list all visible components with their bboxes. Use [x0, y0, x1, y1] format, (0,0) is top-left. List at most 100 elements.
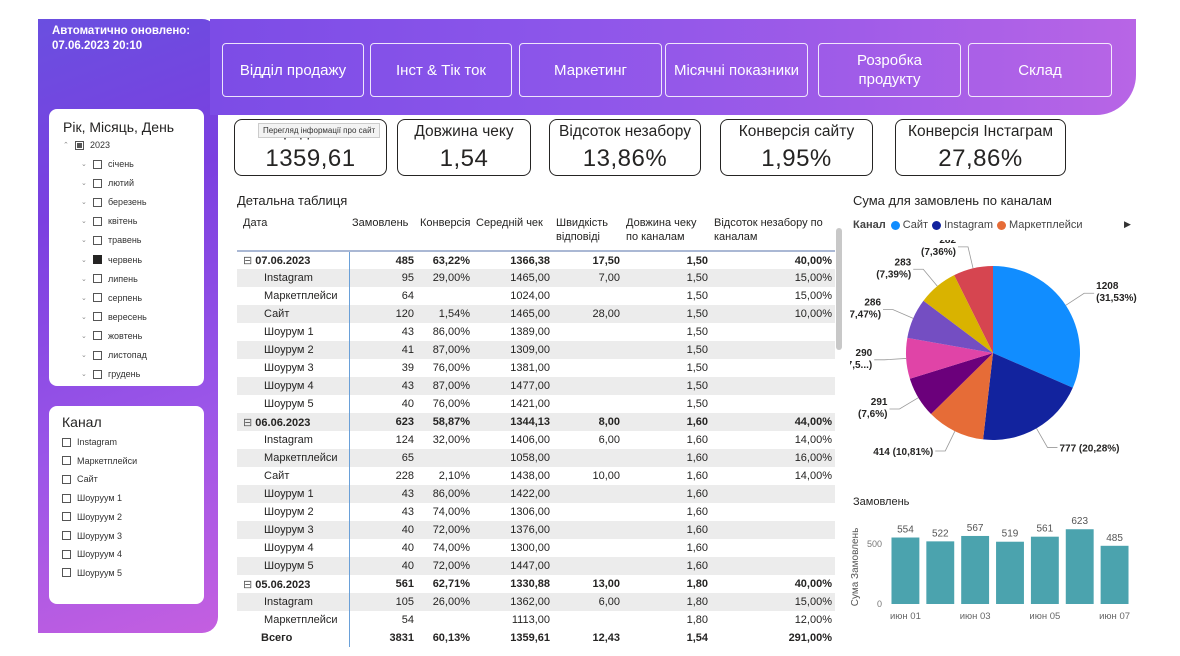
month-item[interactable]: ⌄ грудень	[81, 365, 140, 383]
table-header[interactable]: Замовлень	[349, 213, 417, 252]
month-item[interactable]: ⌄ травень	[81, 231, 141, 249]
table-row[interactable]: Маркетплейси 54 1113,00 1,80 12,00%	[237, 611, 835, 629]
month-checkbox[interactable]	[93, 293, 102, 303]
table-scrollbar[interactable]	[836, 228, 842, 350]
kpi-card[interactable]: Конверсія Інстаграм 27,86%	[895, 119, 1066, 176]
nav-button-2[interactable]: Інст & Тік ток	[370, 43, 512, 97]
month-checkbox[interactable]	[93, 159, 102, 169]
chevron-down-icon[interactable]: ⌄	[81, 352, 87, 359]
table-row[interactable]: Шоурум 4 40 74,00% 1300,00 1,60	[237, 539, 835, 557]
pie-slice[interactable]	[931, 353, 993, 440]
chevron-down-icon[interactable]: ⌄	[81, 199, 87, 207]
month-item[interactable]: ⌄ липень	[81, 270, 138, 288]
pie-slice[interactable]	[954, 266, 993, 353]
nav-button-4[interactable]: Місячні показники	[665, 43, 808, 97]
pie-slice[interactable]	[923, 275, 993, 353]
table-row[interactable]: Шоурум 1 43 86,00% 1389,00 1,50	[237, 323, 835, 341]
chevron-down-icon[interactable]: ⌄	[81, 180, 87, 188]
table-row[interactable]: Шоурум 3 39 76,00% 1381,00 1,50	[237, 359, 835, 377]
collapse-icon[interactable]: ⊟	[243, 578, 256, 591]
collapse-icon[interactable]: ⊟	[243, 255, 256, 267]
pie-slice[interactable]	[907, 300, 993, 353]
channel-item[interactable]: Шоуруум 4	[62, 545, 122, 563]
month-item[interactable]: ⌄ жовтень	[81, 327, 142, 345]
bar[interactable]	[926, 541, 955, 604]
channel-item[interactable]: Instagram	[62, 433, 117, 451]
table-row[interactable]: Шоурум 4 43 87,00% 1477,00 1,50	[237, 377, 835, 395]
table-header[interactable]: Відсоток незабору по каналам	[711, 213, 835, 252]
month-checkbox[interactable]	[93, 216, 102, 226]
channel-checkbox[interactable]	[62, 549, 71, 559]
chevron-down-icon[interactable]: ⌄	[81, 256, 87, 264]
channel-item[interactable]: Шоуруум 1	[62, 489, 122, 507]
month-checkbox[interactable]	[93, 369, 102, 379]
pie-slice[interactable]	[983, 353, 1073, 440]
chevron-down-icon[interactable]: ⌄	[81, 294, 87, 302]
table-group-row[interactable]: ⊟ 06.06.2023 623 58,87% 1344,13 8,00 1,60 44,0…	[237, 413, 835, 431]
pie-slice[interactable]	[909, 353, 993, 415]
month-checkbox[interactable]	[93, 312, 102, 322]
channel-checkbox[interactable]	[62, 568, 71, 578]
year-node[interactable]: ⌃ 2023	[63, 136, 110, 154]
channel-item[interactable]: Маркетплейси	[62, 452, 137, 470]
chevron-down-icon[interactable]: ⌄	[81, 332, 87, 340]
table-row[interactable]: Маркетплейси 64 1024,00 1,50 15,00%	[237, 287, 835, 305]
nav-button-6[interactable]: Склад	[968, 43, 1112, 97]
month-item[interactable]: ⌄ квітень	[81, 212, 137, 230]
table-row[interactable]: Instagram 105 26,00% 1362,00 6,00 1,80 15,00%	[237, 593, 835, 611]
bar[interactable]	[1100, 545, 1129, 604]
table-row[interactable]: Шоурум 3 40 72,00% 1376,00 1,60	[237, 521, 835, 539]
kpi-card[interactable]: Довжина чеку 1,54	[397, 119, 531, 176]
month-checkbox[interactable]	[93, 255, 102, 264]
month-item[interactable]: ⌄ серпень	[81, 289, 142, 307]
month-item[interactable]: ⌄ січень	[81, 155, 134, 173]
channel-checkbox[interactable]	[62, 493, 71, 503]
bar[interactable]	[891, 537, 920, 604]
month-item[interactable]: ⌄ вересень	[81, 308, 147, 326]
pie-slice[interactable]	[906, 337, 993, 379]
channel-item[interactable]: Шоуруум 5	[62, 564, 122, 582]
table-total-row[interactable]: Всего 3831 60,13% 1359,61 12,43 1,54 291,00%	[237, 629, 835, 647]
month-checkbox[interactable]	[93, 350, 102, 360]
chevron-down-icon[interactable]: ⌄	[81, 313, 87, 321]
nav-button-1[interactable]: Відділ продажу	[222, 43, 364, 97]
month-item[interactable]: ⌄ березень	[81, 193, 147, 211]
month-checkbox[interactable]	[93, 235, 102, 245]
bar[interactable]	[996, 541, 1024, 604]
table-row[interactable]: Сайт 228 2,10% 1438,00 10,00 1,60 14,00%	[237, 467, 835, 485]
nav-button-3[interactable]: Маркетинг	[519, 43, 662, 97]
channel-item[interactable]: Сайт	[62, 470, 98, 488]
channel-item[interactable]: Шоуруум 3	[62, 527, 122, 545]
table-row[interactable]: Шоурум 5 40 76,00% 1421,00 1,50	[237, 395, 835, 413]
pie-slice[interactable]	[993, 266, 1080, 388]
table-header[interactable]: Довжина чеку по каналам	[623, 213, 711, 252]
kpi-card[interactable]: Відсоток незабору 13,86%	[549, 119, 701, 176]
month-checkbox[interactable]	[93, 178, 102, 188]
channel-checkbox[interactable]	[62, 437, 71, 447]
nav-button-5[interactable]: Розробка продукту	[818, 43, 961, 97]
table-row[interactable]: Instagram 124 32,00% 1406,00 6,00 1,60 14,00%	[237, 431, 835, 449]
month-checkbox[interactable]	[93, 197, 102, 207]
chevron-down-icon[interactable]: ⌄	[81, 237, 87, 245]
table-header[interactable]: Середній чек	[473, 213, 553, 252]
channel-checkbox[interactable]	[62, 474, 71, 484]
chevron-down-icon[interactable]: ⌄	[81, 275, 87, 283]
channel-checkbox[interactable]	[62, 512, 71, 522]
month-item[interactable]: ⌄ листопад	[81, 346, 147, 364]
table-row[interactable]: Шоурум 2 43 74,00% 1306,00 1,60	[237, 503, 835, 521]
month-item[interactable]: ⌄ червень	[81, 251, 142, 269]
table-row[interactable]: Шоурум 5 40 72,00% 1447,00 1,60	[237, 557, 835, 575]
channel-item[interactable]: Шоуруум 2	[62, 508, 122, 526]
table-row[interactable]: Шоурум 2 41 87,00% 1309,00 1,50	[237, 341, 835, 359]
kpi-card[interactable]: Конверсія сайту 1,95%	[720, 119, 873, 176]
channel-checkbox[interactable]	[62, 456, 71, 466]
month-item[interactable]: ⌄ лютий	[81, 174, 134, 192]
table-row[interactable]: Шоурум 1 43 86,00% 1422,00 1,60	[237, 485, 835, 503]
channel-checkbox[interactable]	[62, 531, 71, 540]
table-group-row[interactable]: ⊟ 07.06.2023 485 63,22% 1366,38 17,50 1,50 40,…	[237, 251, 835, 269]
chevron-down-icon[interactable]: ⌄	[81, 371, 87, 379]
collapse-icon[interactable]: ⊟	[243, 416, 256, 429]
chevron-down-icon[interactable]: ⌄	[81, 218, 87, 226]
table-row[interactable]: Маркетплейси 65 1058,00 1,60 16,00%	[237, 449, 835, 467]
bar[interactable]	[961, 535, 990, 604]
